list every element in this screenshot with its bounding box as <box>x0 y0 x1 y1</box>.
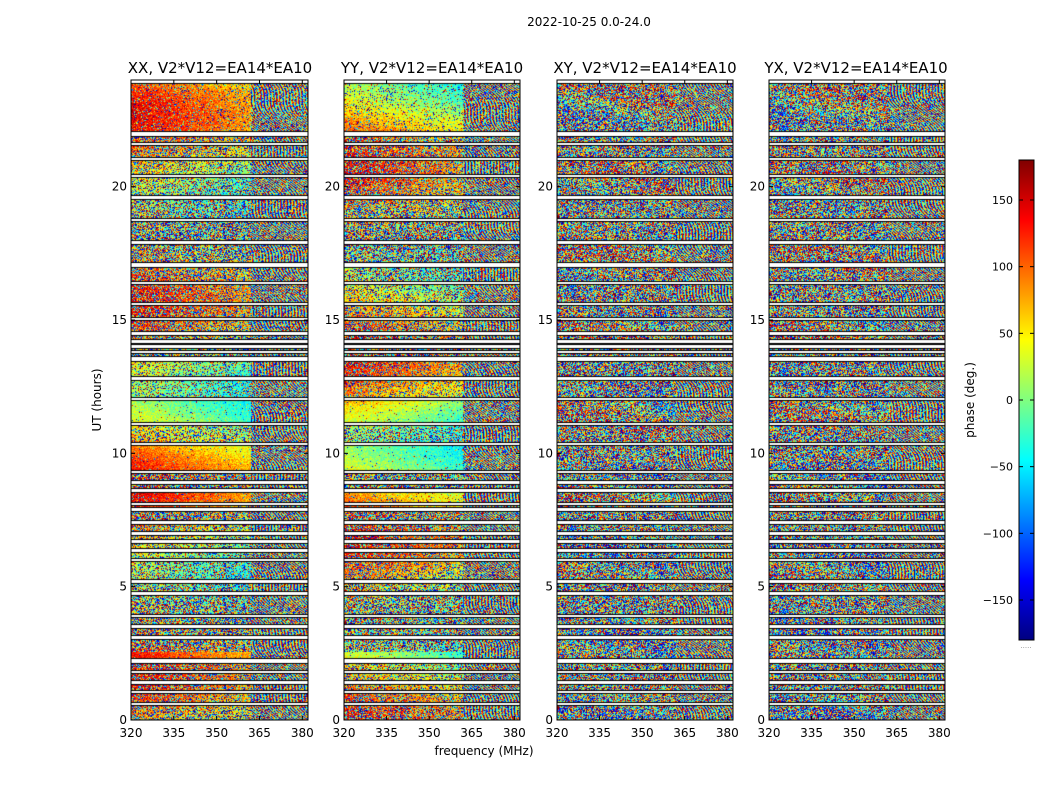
colorbar-tick-label: 50 <box>999 327 1013 340</box>
y-tick-label: 0 <box>332 713 340 727</box>
panel-xx: XX, V2*V12=EA14*EA10 320 335 350 365 380 0 5 10… <box>112 59 314 740</box>
colorbar: 150 100 50 0 −50 −100 −150 phase (deg.) ..... <box>963 159 1035 650</box>
x-tick-label: 365 <box>673 726 696 740</box>
y-tick-label: 0 <box>545 713 553 727</box>
colorbar-tick-label: 0 <box>1006 394 1013 407</box>
x-tick-label: 380 <box>503 726 526 740</box>
x-tick-label: 365 <box>248 726 271 740</box>
axes-frame <box>130 79 309 721</box>
y-tick-label: 10 <box>538 446 553 460</box>
panel-title: XX, V2*V12=EA14*EA10 <box>128 59 312 77</box>
axes-frame <box>768 79 946 721</box>
x-tick-label: 320 <box>546 726 569 740</box>
y-tick-label: 5 <box>119 580 127 594</box>
x-tick-label: 350 <box>418 726 441 740</box>
y-tick-label: 15 <box>112 313 127 327</box>
panel-title: YY, V2*V12=EA14*EA10 <box>340 59 523 77</box>
y-axis-label: UT (hours) <box>90 368 104 431</box>
x-tick-label: 335 <box>162 726 185 740</box>
panel-yx: YX, V2*V12=EA14*EA10 320 335 350 365 380 0 5 10… <box>750 59 951 740</box>
y-tick-label: 15 <box>538 313 553 327</box>
y-tick-label: 15 <box>325 313 340 327</box>
phase-heatmap <box>557 80 733 720</box>
x-tick-label: 335 <box>375 726 398 740</box>
y-tick-label: 0 <box>119 713 127 727</box>
y-tick-label: 10 <box>750 446 765 460</box>
y-tick-label: 20 <box>112 180 127 194</box>
x-tick-label: 320 <box>333 726 356 740</box>
colorbar-dots: ..... <box>1020 642 1031 650</box>
axes-frame <box>556 79 734 721</box>
x-tick-label: 335 <box>800 726 823 740</box>
x-tick-label: 380 <box>716 726 739 740</box>
phase-heatmap <box>344 80 520 720</box>
x-tick-label: 365 <box>460 726 483 740</box>
y-tick-label: 5 <box>545 580 553 594</box>
colorbar-tick-label: −150 <box>983 594 1013 607</box>
y-tick-label: 5 <box>757 580 765 594</box>
y-tick-label: 0 <box>757 713 765 727</box>
colorbar-tick-label: −50 <box>990 461 1013 474</box>
x-tick-label: 350 <box>205 726 228 740</box>
y-tick-label: 20 <box>750 180 765 194</box>
panel-xy: XY, V2*V12=EA14*EA10 320 335 350 365 380 0 5 10… <box>538 59 739 740</box>
panel-title: YX, V2*V12=EA14*EA10 <box>763 59 947 77</box>
axes-frame <box>343 79 521 721</box>
y-tick-label: 10 <box>112 446 127 460</box>
panel-yy: YY, V2*V12=EA14*EA10 320 335 350 365 380 0 5 10… <box>325 59 526 740</box>
x-axis-label: frequency (MHz) <box>434 744 533 758</box>
phase-heatmap <box>131 80 308 720</box>
y-tick-label: 5 <box>332 580 340 594</box>
colorbar-tick-label: 150 <box>992 194 1013 207</box>
x-tick-label: 320 <box>120 726 143 740</box>
colorbar-label: phase (deg.) <box>963 362 977 438</box>
figure-suptitle: 2022-10-25 0.0-24.0 <box>527 15 651 29</box>
colorbar-tick-label: −100 <box>983 527 1013 540</box>
colorbar-tick-label: 100 <box>992 261 1013 274</box>
x-tick-label: 365 <box>885 726 908 740</box>
y-tick-label: 10 <box>325 446 340 460</box>
y-tick-label: 15 <box>750 313 765 327</box>
x-tick-label: 380 <box>291 726 314 740</box>
y-tick-label: 20 <box>538 180 553 194</box>
x-tick-label: 380 <box>928 726 951 740</box>
x-tick-label: 335 <box>588 726 611 740</box>
x-tick-label: 350 <box>631 726 654 740</box>
panel-title: XY, V2*V12=EA14*EA10 <box>553 59 736 77</box>
x-tick-label: 350 <box>843 726 866 740</box>
phase-heatmap <box>769 80 945 720</box>
x-tick-label: 320 <box>758 726 781 740</box>
y-tick-label: 20 <box>325 180 340 194</box>
